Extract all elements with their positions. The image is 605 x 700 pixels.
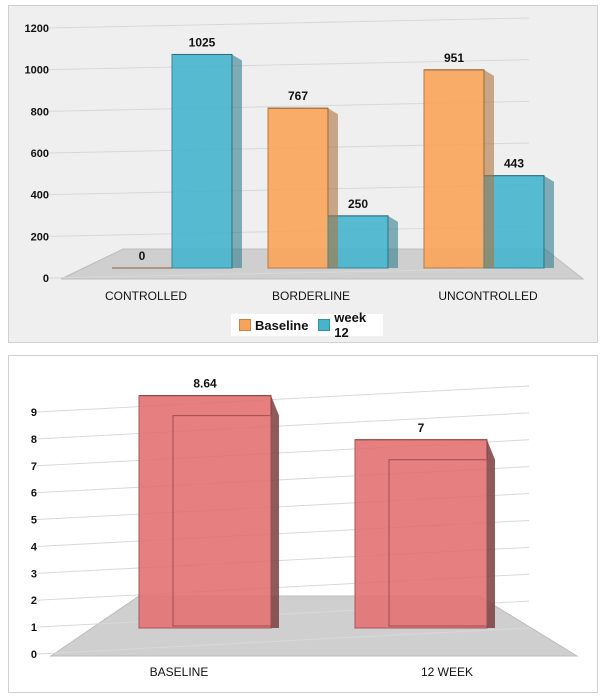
legend-item-week12: week 12 <box>318 310 383 340</box>
bar-depth-shade <box>544 175 554 268</box>
bar-inner-edge <box>388 459 488 627</box>
legend-swatch-week12 <box>318 319 331 331</box>
y-tick-label: 600 <box>31 148 49 160</box>
chart-floor <box>49 595 579 657</box>
x-category-label: 12 WEEK <box>421 665 473 679</box>
bar <box>267 107 329 269</box>
x-category-label: BASELINE <box>150 665 209 679</box>
y-tick-label: 1200 <box>25 23 49 35</box>
y-tick-label: 1 <box>31 622 37 634</box>
legend: Baseline week 12 <box>231 310 383 340</box>
data-label: 443 <box>504 157 524 171</box>
chart-panel-bottom: 0 1 2 3 4 5 6 7 8 9 8.64 7 BASELINE 12 WEEK <box>8 355 598 693</box>
data-label: 767 <box>288 89 308 103</box>
chart-panel-top: 0 200 400 600 800 1000 1200 0 1025 767 250 951 443 CO… <box>8 5 598 343</box>
gridline <box>36 412 530 440</box>
bar <box>138 395 272 629</box>
y-tick-label: 7 <box>31 461 37 473</box>
y-tick-label: 4 <box>31 541 38 553</box>
legend-label-week12: week 12 <box>334 310 367 340</box>
bar-depth-shade <box>388 215 398 268</box>
bar-depth-shade <box>328 108 338 268</box>
y-tick-label: 5 <box>31 515 37 527</box>
x-category-label: CONTROLLED <box>105 289 187 303</box>
gridline <box>36 385 530 413</box>
y-tick-label: 800 <box>31 106 49 118</box>
gridline <box>48 17 530 29</box>
bar-depth-shade <box>232 54 242 269</box>
y-tick-label: 3 <box>31 568 37 580</box>
x-category-label: UNCONTROLLED <box>438 289 538 303</box>
gridline <box>48 267 530 279</box>
y-tick-label: 6 <box>31 488 37 500</box>
data-label: 8.64 <box>193 377 217 391</box>
y-tick-label: 2 <box>31 595 37 607</box>
bar-depth-shade <box>271 395 279 628</box>
bar-depth-shade <box>487 439 495 628</box>
bar <box>423 69 485 269</box>
y-tick-label: 400 <box>31 190 49 202</box>
gridline <box>36 627 530 655</box>
y-tick-label: 0 <box>43 273 49 285</box>
data-label: 0 <box>139 249 146 263</box>
chart-top-svg: 0 200 400 600 800 1000 1200 0 1025 767 250 951 443 CO… <box>25 17 585 303</box>
x-category-label: BORDERLINE <box>272 289 350 303</box>
bar-inner-edge <box>172 415 272 627</box>
gridline <box>48 59 530 71</box>
bar-depth-shade <box>484 69 494 268</box>
y-tick-label: 0 <box>31 649 37 661</box>
y-tick-label: 8 <box>31 434 37 446</box>
legend-swatch-baseline <box>239 319 251 331</box>
data-label: 7 <box>418 421 425 435</box>
bar <box>354 439 488 629</box>
chart-bottom-svg: 0 1 2 3 4 5 6 7 8 9 8.64 7 BASELINE 12 WEEK <box>31 377 579 679</box>
y-tick-label: 200 <box>31 231 49 243</box>
y-tick-label: 9 <box>31 407 37 419</box>
bar <box>171 53 233 269</box>
data-label: 1025 <box>189 35 216 49</box>
legend-item-baseline: Baseline <box>239 318 308 333</box>
y-tick-label: 1000 <box>25 65 49 77</box>
legend-label-baseline: Baseline <box>255 317 309 333</box>
data-label: 951 <box>444 51 464 65</box>
data-label: 250 <box>348 197 368 211</box>
